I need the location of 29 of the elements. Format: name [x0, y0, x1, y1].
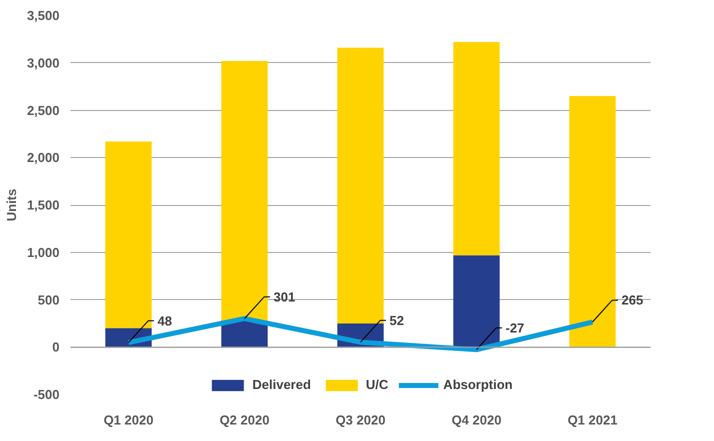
data-label: 301	[274, 289, 296, 304]
data-label: -27	[506, 320, 524, 336]
data-label: 52	[390, 312, 404, 328]
bar	[105, 142, 152, 328]
legend-label: U/C	[366, 377, 388, 392]
bar	[221, 60, 268, 321]
x-tick-label: Q2 2020	[220, 412, 270, 428]
data-label: 265	[622, 292, 644, 308]
y-tick-label: 3,000	[26, 55, 60, 70]
bar	[569, 96, 616, 348]
x-tick-label: Q1 2020	[104, 412, 154, 428]
bar	[453, 255, 500, 348]
legend-label: Delivered	[252, 377, 311, 392]
y-tick-label: 2,000	[26, 150, 60, 166]
x-tick-label: Q3 2020	[336, 412, 386, 428]
y-axis-title: Units	[4, 188, 19, 222]
bar	[453, 42, 500, 256]
y-tick-label: -500	[33, 387, 60, 402]
data-label: 48	[158, 313, 172, 328]
x-tick-label: Q4 2020	[452, 412, 502, 428]
y-tick-label: 3,500	[26, 8, 60, 23]
y-tick-label: 1,000	[26, 244, 60, 260]
bar	[337, 48, 384, 324]
y-tick-label: 2,500	[26, 102, 60, 118]
x-tick-label: Q1 2021	[568, 412, 618, 428]
legend-label: Absorption	[443, 377, 513, 392]
y-tick-label: 1,500	[26, 198, 60, 212]
y-tick-label: 0	[52, 340, 60, 355]
y-tick-label: 500	[38, 292, 60, 308]
